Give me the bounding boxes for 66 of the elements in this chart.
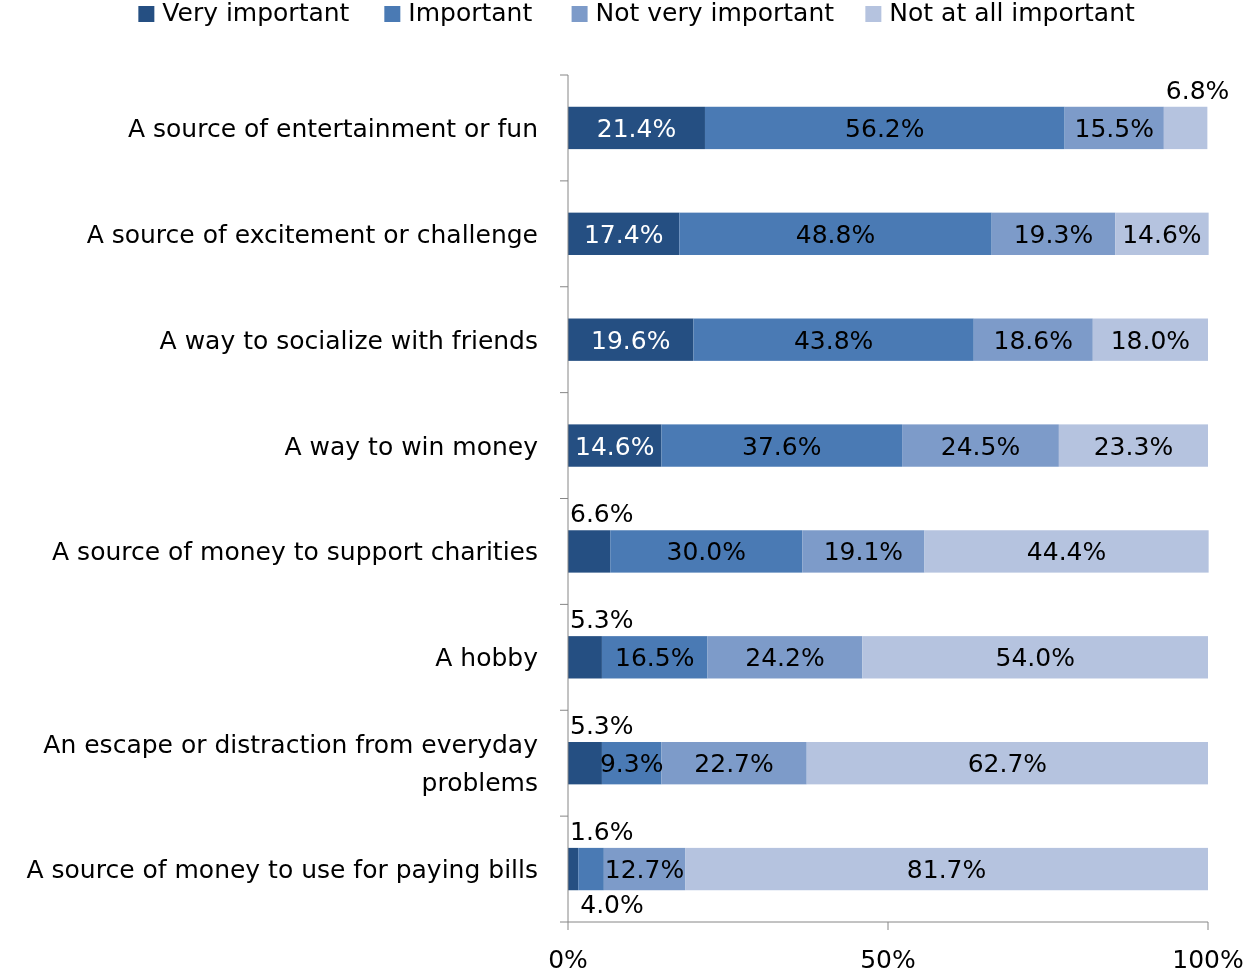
x-tick-label: 50% xyxy=(860,945,916,974)
data-label: 30.0% xyxy=(666,537,746,567)
data-label: 44.4% xyxy=(1026,537,1107,567)
bar xyxy=(704,106,1065,150)
data-label: 19.6% xyxy=(591,325,671,355)
y-tick-label: A way to win money xyxy=(284,431,539,461)
legend-label: Important xyxy=(408,0,533,27)
bar xyxy=(568,636,602,679)
bar xyxy=(610,530,803,573)
x-tick-label: 0% xyxy=(548,945,588,974)
data-label: 4.0% xyxy=(580,889,644,919)
data-label: 23.3% xyxy=(1093,431,1174,461)
bar xyxy=(578,847,604,891)
data-label: 43.8% xyxy=(793,325,874,355)
bar xyxy=(661,742,807,785)
data-label: 14.6% xyxy=(1122,219,1202,249)
y-tick-label: A way to socialize with friends xyxy=(159,325,538,355)
data-label: 24.5% xyxy=(940,431,1021,461)
y-tick-label: A source of excitement or challenge xyxy=(86,219,538,249)
data-label: 5.3% xyxy=(570,605,634,635)
data-label: 62.7% xyxy=(967,749,1048,779)
data-label: 81.7% xyxy=(906,855,987,885)
data-label: 19.3% xyxy=(1013,219,1094,249)
bar xyxy=(679,212,992,255)
bar xyxy=(1058,424,1208,467)
data-label: 48.8% xyxy=(795,219,876,249)
data-label: 12.7% xyxy=(604,855,685,885)
y-tick-label: A hobby xyxy=(435,643,539,673)
data-label: 16.5% xyxy=(615,643,695,673)
data-label: 15.5% xyxy=(1074,113,1154,143)
y-tick-label: A source of money to use for paying bills xyxy=(26,855,538,885)
x-tick-label: 100% xyxy=(1172,945,1244,974)
data-label: 19.1% xyxy=(823,537,904,567)
y-tick-label: An escape or distraction from everyday problems xyxy=(43,730,539,798)
bar xyxy=(693,318,974,361)
bar xyxy=(862,636,1208,679)
data-label: 6.6% xyxy=(570,499,634,529)
bar xyxy=(568,742,602,785)
data-label: 6.8% xyxy=(1165,75,1230,105)
bar xyxy=(806,742,1208,785)
data-label: 18.6% xyxy=(993,325,1073,355)
bar xyxy=(685,847,1208,891)
data-label: 1.6% xyxy=(570,816,634,846)
data-label: 9.3% xyxy=(599,749,664,779)
bar xyxy=(1163,106,1208,150)
bar xyxy=(802,530,925,573)
y-tick-label: A source of money to support charities xyxy=(52,537,538,567)
bar xyxy=(924,530,1209,573)
data-label: 17.4% xyxy=(583,219,664,249)
legend-label: Not very important xyxy=(595,0,835,27)
bar xyxy=(902,424,1059,467)
data-label: 14.6% xyxy=(575,431,655,461)
bar xyxy=(568,530,611,573)
data-label: 22.7% xyxy=(694,749,774,779)
data-label: 37.6% xyxy=(742,431,822,461)
data-label: 5.3% xyxy=(570,711,634,741)
bar xyxy=(661,424,903,467)
bar xyxy=(707,636,863,679)
data-label: 54.0% xyxy=(995,643,1075,673)
legend-label: Very important xyxy=(162,0,350,27)
data-label: 56.2% xyxy=(845,113,925,143)
y-tick-label: A source of entertainment or fun xyxy=(128,113,538,143)
data-label: 21.4% xyxy=(596,113,677,143)
data-label: 18.0% xyxy=(1110,325,1191,355)
legend-label: Not at all important xyxy=(889,0,1136,27)
data-label: 24.2% xyxy=(745,643,825,673)
